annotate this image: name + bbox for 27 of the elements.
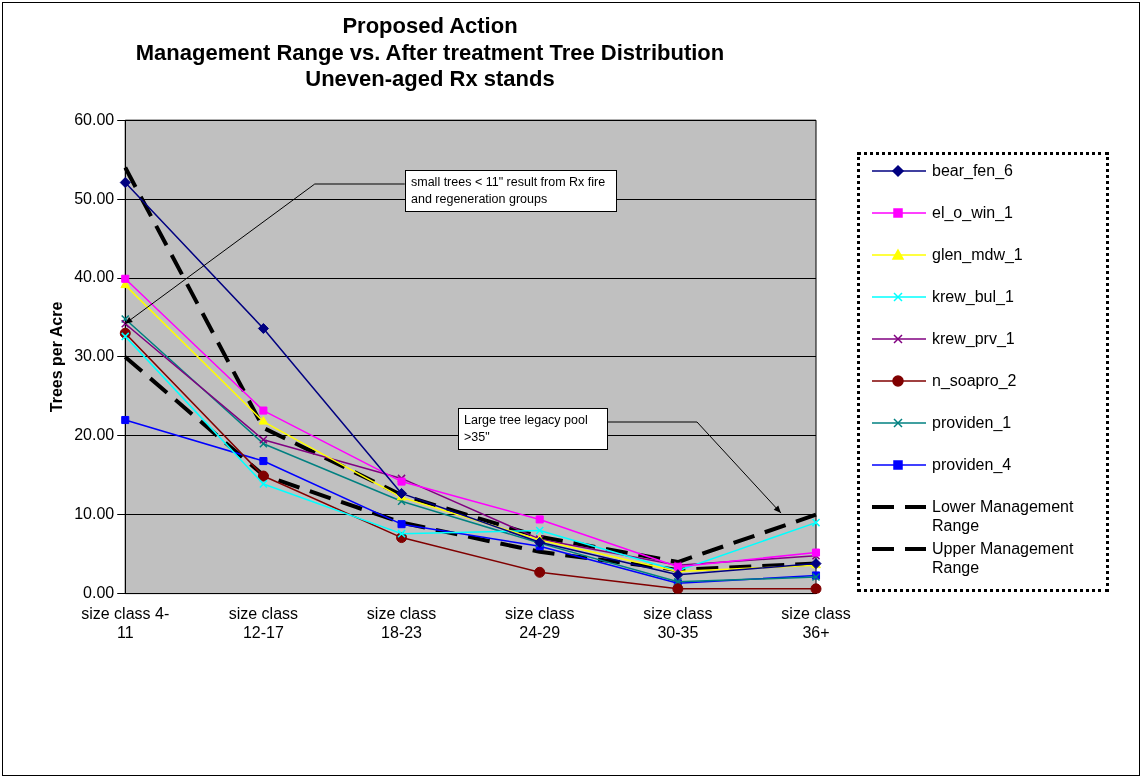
x-tick-label: size class 4-11 <box>81 604 170 641</box>
legend-label: providen_1 <box>932 413 1012 432</box>
y-tick-label: 20.00 <box>74 426 115 444</box>
x-tick-label: size class 24-29 <box>505 604 575 641</box>
x-tick-label: size class 36+ <box>781 604 851 641</box>
annotation: Large tree legacy pool >35" <box>458 408 608 450</box>
y-tick-label: 30.00 <box>74 347 115 365</box>
legend-label: krew_prv_1 <box>932 329 1015 348</box>
chart-title: Proposed Action Management Range vs. After treatment Tree Distribution Uneven-aged Rx stands <box>135 13 725 92</box>
legend-label: glen_mdw_1 <box>932 245 1023 264</box>
y-tick-label: 40.00 <box>74 268 115 286</box>
legend-label: providen_4 <box>932 455 1012 474</box>
y-tick-label: 0.00 <box>83 584 115 602</box>
y-tick-label: 60.00 <box>74 110 115 128</box>
legend-label: n_soapro_2 <box>932 371 1017 390</box>
legend-label: el_o_win_1 <box>932 203 1013 222</box>
x-tick-label: size class 18-23 <box>366 604 437 641</box>
x-tick-label: size class 30-35 <box>643 604 713 641</box>
legend-label: bear_fen_6 <box>932 161 1013 180</box>
y-tick-label: 10.00 <box>74 505 115 523</box>
legend-label: Lower Management Range <box>932 497 1075 535</box>
legend-label: Upper Management Range <box>932 539 1075 577</box>
annotation: small trees < 11" result from Rx fire and regeneration groups <box>405 170 617 212</box>
y-tick-label: 50.00 <box>74 189 115 207</box>
y-axis-title: Trees per Acre <box>48 301 66 413</box>
x-tick-label: size class 12-17 <box>228 604 299 641</box>
legend-label: krew_bul_1 <box>932 287 1014 306</box>
